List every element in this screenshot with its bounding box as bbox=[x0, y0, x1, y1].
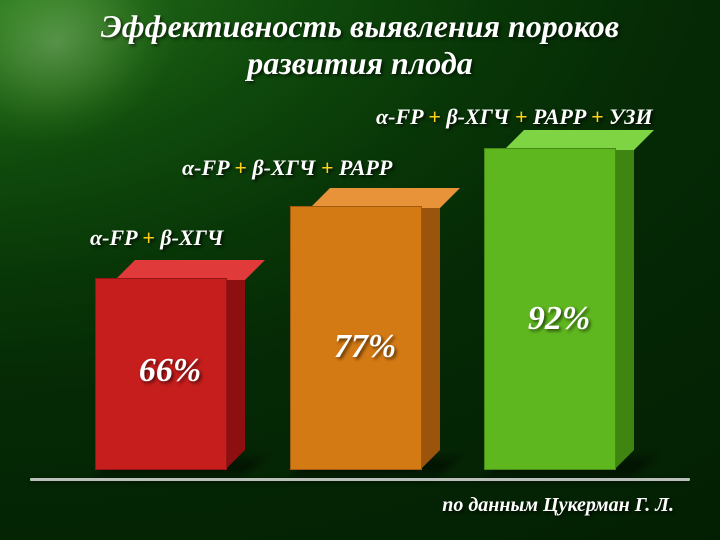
slide: Эффективность выявления пороков развития… bbox=[0, 0, 720, 540]
bar-label-part: β-ХГЧ bbox=[160, 225, 223, 250]
bar-top bbox=[310, 188, 460, 208]
bar-label-part: α-FP bbox=[90, 225, 137, 250]
baseline bbox=[30, 478, 690, 481]
bar-top bbox=[115, 260, 265, 280]
bar-label-part: α-FP bbox=[376, 104, 423, 129]
plus-sign: + bbox=[585, 104, 609, 129]
bar-label-2: α-FP + β-ХГЧ + PAPP + УЗИ bbox=[376, 104, 653, 130]
bar-label-part: PAPP bbox=[339, 155, 392, 180]
bar-label-part: β-ХГЧ bbox=[446, 104, 509, 129]
bar-label-part: УЗИ bbox=[609, 104, 653, 129]
bar-label-0: α-FP + β-ХГЧ bbox=[90, 225, 223, 251]
bar-label-part: PAPP bbox=[533, 104, 586, 129]
page-title: Эффективность выявления пороков развития… bbox=[40, 8, 680, 82]
plus-sign: + bbox=[509, 104, 533, 129]
bar-value-2: 92% bbox=[484, 300, 634, 338]
bar-label-1: α-FP + β-ХГЧ + PAPP bbox=[182, 155, 392, 181]
plus-sign: + bbox=[315, 155, 339, 180]
bar-top bbox=[504, 130, 654, 150]
bar-value-1: 77% bbox=[290, 328, 440, 366]
plus-sign: + bbox=[137, 225, 161, 250]
footer-source: по данным Цукерман Г. Л. bbox=[442, 494, 674, 517]
bar-label-part: β-ХГЧ bbox=[252, 155, 315, 180]
plus-sign: + bbox=[229, 155, 253, 180]
plus-sign: + bbox=[423, 104, 447, 129]
bar-value-0: 66% bbox=[95, 352, 245, 390]
bar-label-part: α-FP bbox=[182, 155, 229, 180]
